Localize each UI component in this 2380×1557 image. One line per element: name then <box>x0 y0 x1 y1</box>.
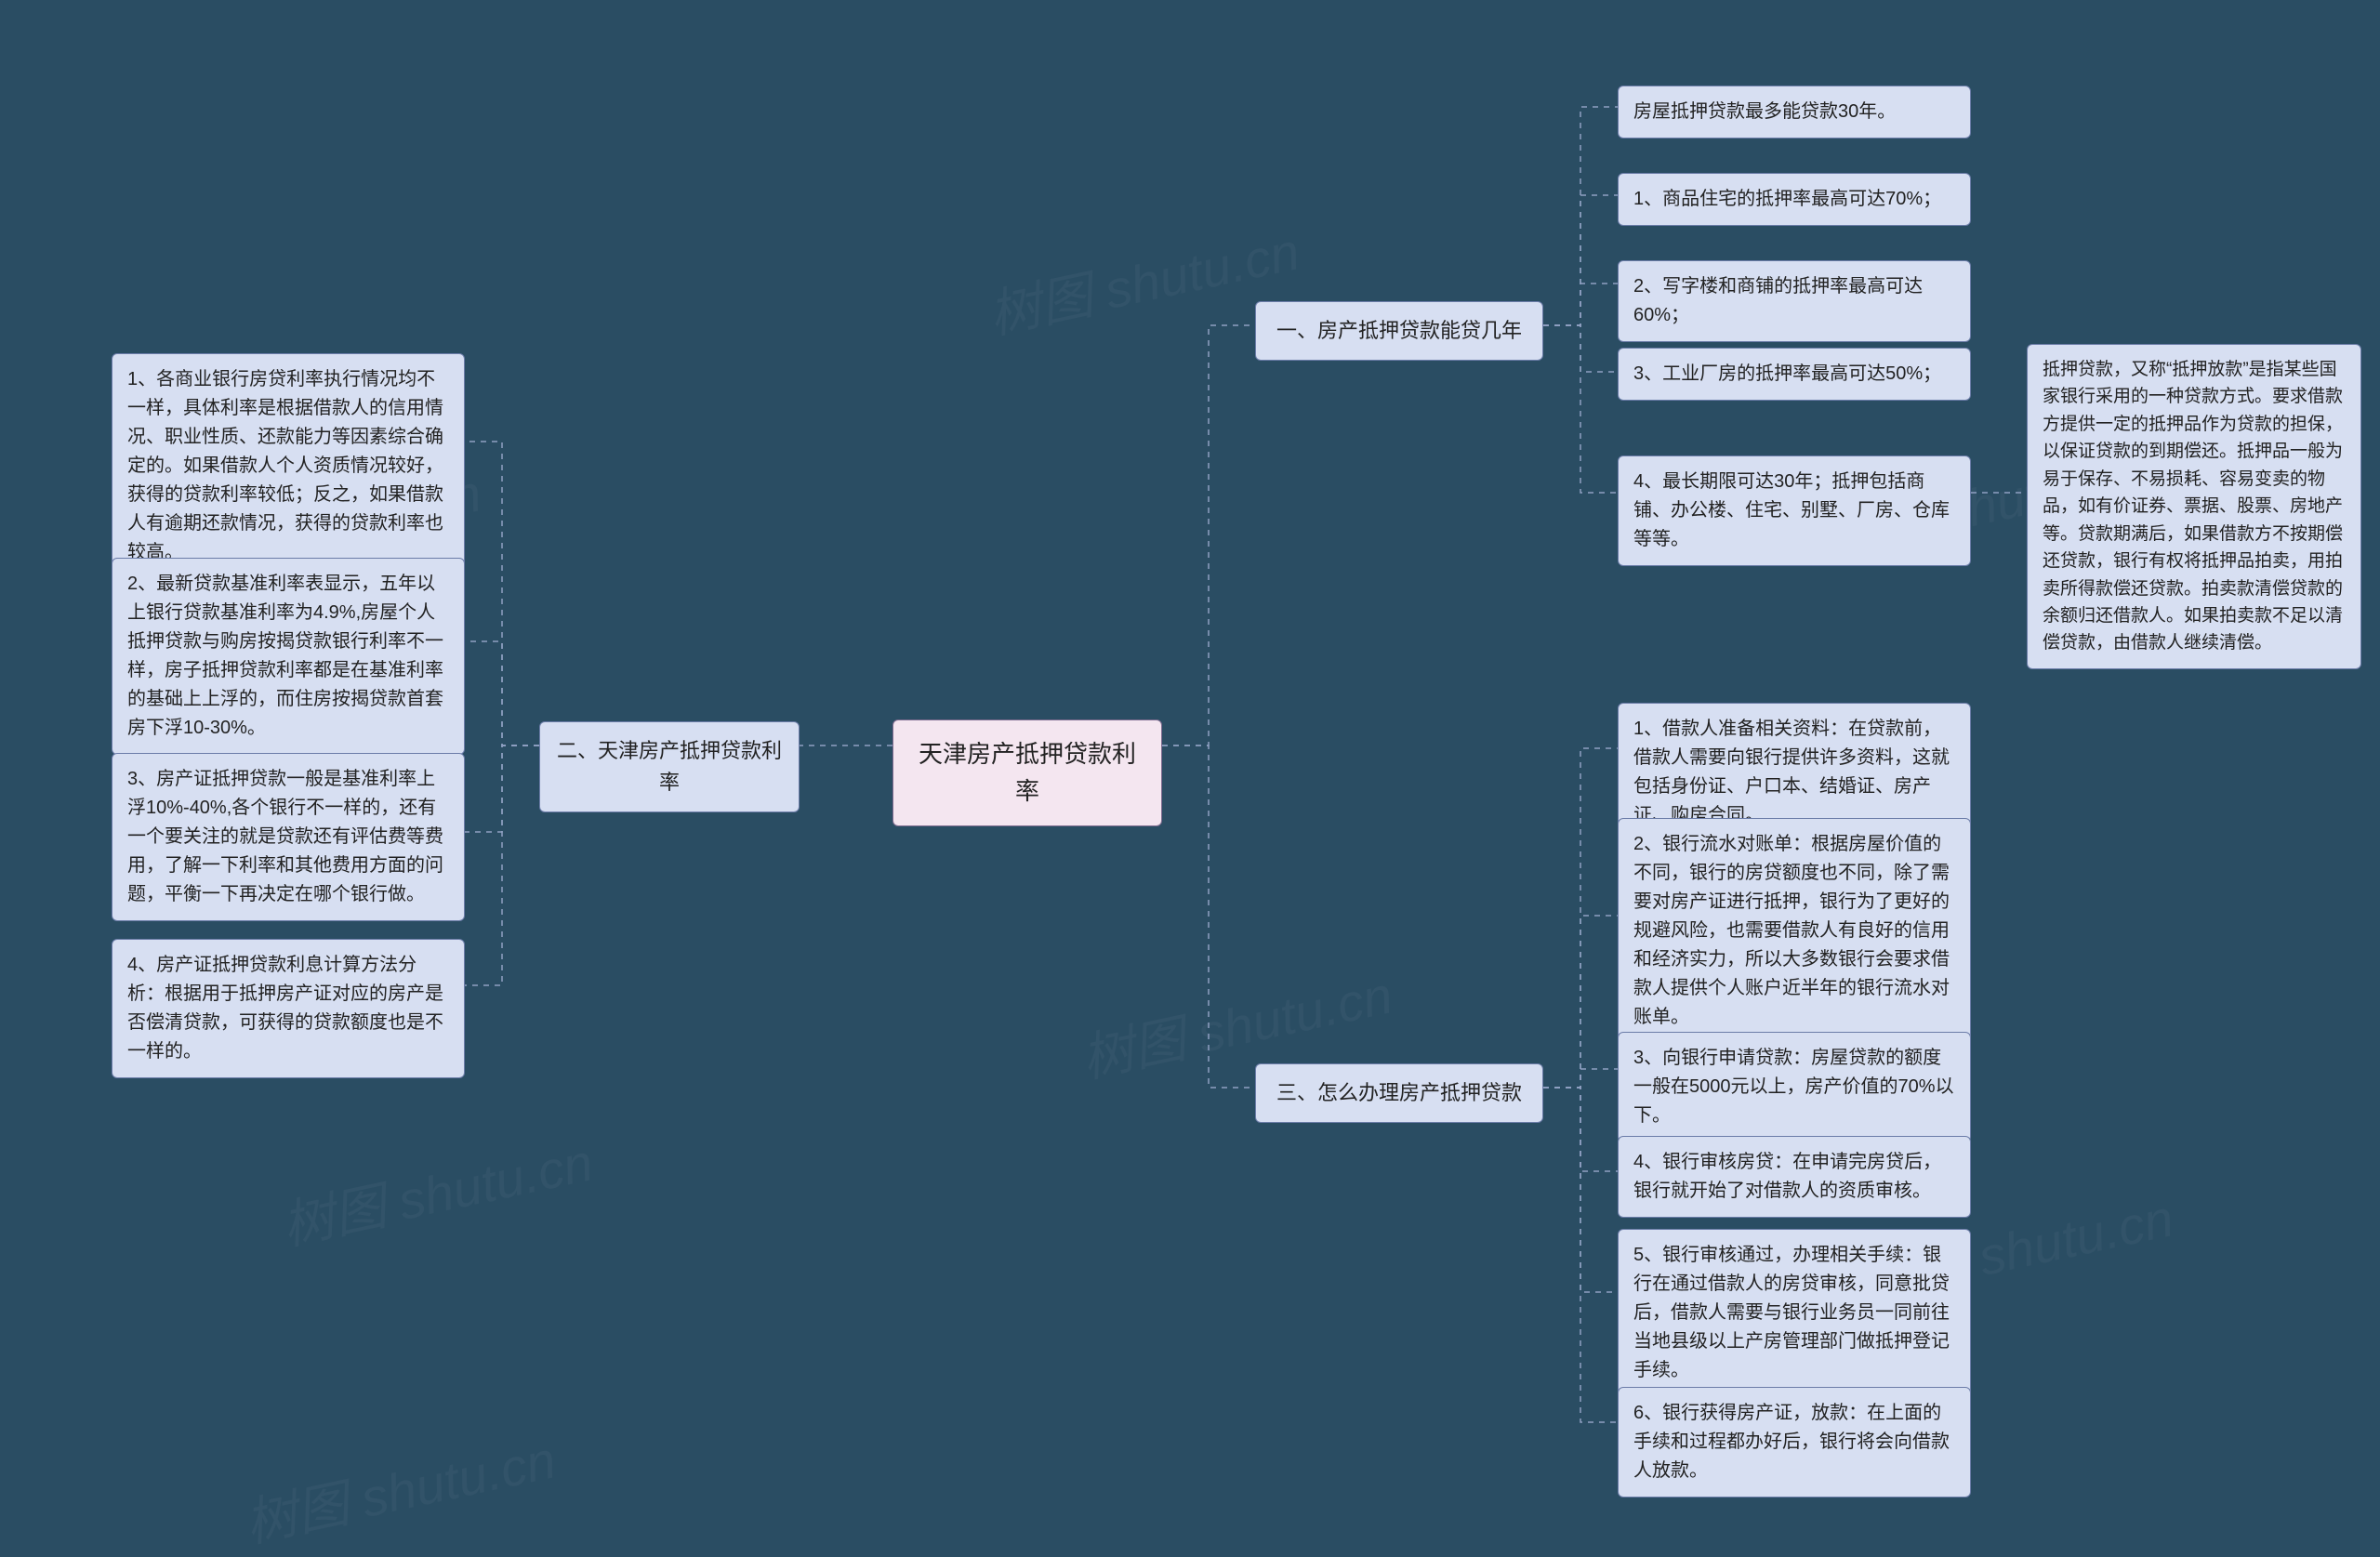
watermark: 树图 shutu.cn <box>237 1418 562 1557</box>
leaf-r1-5: 4、最长期限可达30年；抵押包括商铺、办公楼、住宅、别墅、厂房、仓库等等。 <box>1618 455 1971 566</box>
watermark: 树图 shutu.cn <box>274 1121 599 1260</box>
leaf-r1-4: 3、工业厂房的抵押率最高可达50%； <box>1618 348 1971 401</box>
leaf-r1-2: 1、商品住宅的抵押率最高可达70%； <box>1618 173 1971 226</box>
leaf-left-1: 1、各商业银行房贷利率执行情况均不一样，具体利率是根据借款人的信用情况、职业性质… <box>112 353 465 579</box>
root-node: 天津房产抵押贷款利率 <box>892 719 1162 826</box>
branch-left: 二、天津房产抵押贷款利率 <box>539 721 800 812</box>
leaf-r1-3: 2、写字楼和商铺的抵押率最高可达60%； <box>1618 260 1971 342</box>
leaf-r2-3: 3、向银行申请贷款：房屋贷款的额度一般在5000元以上，房产价值的70%以下。 <box>1618 1032 1971 1142</box>
leaf-r2-4: 4、银行审核房贷：在申请完房贷后，银行就开始了对借款人的资质审核。 <box>1618 1136 1971 1218</box>
leaf-r2-6: 6、银行获得房产证，放款：在上面的手续和过程都办好后，银行将会向借款人放款。 <box>1618 1387 1971 1498</box>
leaf-r1-1: 房屋抵押贷款最多能贷款30年。 <box>1618 86 1971 139</box>
leaf-r2-2: 2、银行流水对账单：根据房屋价值的不同，银行的房贷额度也不同，除了需要对房产证进… <box>1618 818 1971 1044</box>
leaf-r2-5: 5、银行审核通过，办理相关手续：银行在通过借款人的房贷审核，同意批贷后，借款人需… <box>1618 1229 1971 1397</box>
branch-right-1: 一、房产抵押贷款能贷几年 <box>1255 301 1543 361</box>
leaf-left-4: 4、房产证抵押贷款利息计算方法分析：根据用于抵押房产证对应的房产是否偿清贷款，可… <box>112 939 465 1078</box>
leaf-r1-detail: 抵押贷款，又称“抵押放款”是指某些国家银行采用的一种贷款方式。要求借款方提供一定… <box>2027 344 2361 669</box>
leaf-left-2: 2、最新贷款基准利率表显示，五年以上银行贷款基准利率为4.9%,房屋个人抵押贷款… <box>112 558 465 755</box>
leaf-left-3: 3、房产证抵押贷款一般是基准利率上浮10%-40%,各个银行不一样的，还有一个要… <box>112 753 465 921</box>
branch-right-2: 三、怎么办理房产抵押贷款 <box>1255 1063 1543 1123</box>
